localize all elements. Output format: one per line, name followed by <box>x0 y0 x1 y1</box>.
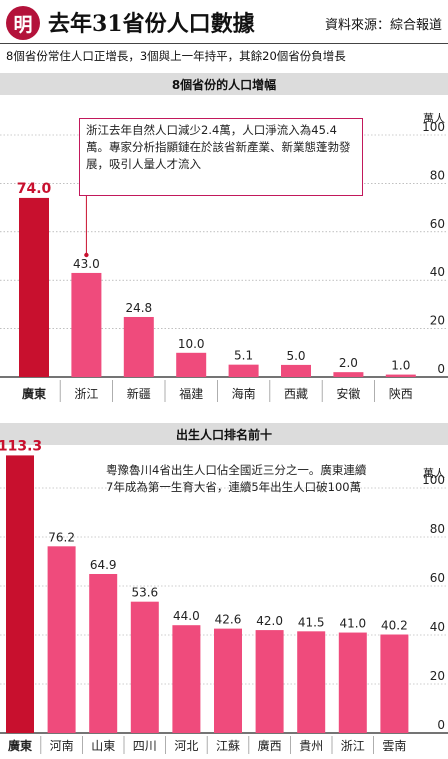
chart2-value-label: 41.0 <box>339 617 366 631</box>
chart2-category-label: 浙江 <box>341 739 365 753</box>
chart1-y-axis-unit: 萬人 <box>423 112 445 125</box>
chart1-y-tick-label: 40 <box>430 265 445 279</box>
chart2-y-tick-label: 60 <box>430 571 445 585</box>
chart1-bar <box>385 374 416 377</box>
chart2-value-label: 113.3 <box>0 438 42 454</box>
chart1-category-label: 海南 <box>232 386 256 401</box>
chart1-bar <box>19 197 49 377</box>
chart1-y-tick-label: 0 <box>437 362 445 376</box>
chart1-value-label: 5.1 <box>234 349 253 363</box>
chart1-y-tick-label: 100 <box>422 120 445 134</box>
chart2-title: 出生人口排名前十 <box>0 423 448 445</box>
chart2-category-label: 河北 <box>174 739 198 753</box>
chart2-bar <box>214 628 242 733</box>
newspaper-logo-icon: 明 <box>6 6 40 40</box>
chart1-y-tick-label: 60 <box>430 217 445 231</box>
chart2-category-label: 雲南 <box>382 738 406 753</box>
chart2-value-label: 76.2 <box>48 530 75 544</box>
chart2-value-label: 64.9 <box>90 558 117 572</box>
chart2-value-label: 41.5 <box>298 615 325 629</box>
chart1-bar <box>176 352 207 377</box>
chart2-y-tick-label: 100 <box>422 473 445 487</box>
chart2-category-label: 貴州 <box>299 739 323 753</box>
chart1-bar <box>71 272 102 377</box>
chart2-category-label: 河南 <box>50 738 74 753</box>
chart1-value-label: 74.0 <box>17 181 52 197</box>
chart1-title: 8個省份的人口增幅 <box>0 73 448 95</box>
chart1-annotation: 浙江去年自然人口減少2.4萬，人口淨流入為45.4萬。專家分析指顯鏈在於該省新產… <box>79 118 363 196</box>
chart2-y-tick-label: 40 <box>430 620 445 634</box>
chart2-bar <box>130 601 159 733</box>
chart1-bar <box>228 364 259 377</box>
chart1-value-label: 10.0 <box>178 337 205 351</box>
chart2-value-label: 42.0 <box>256 614 283 628</box>
chart1-bar <box>333 372 364 377</box>
chart2-bar <box>47 546 76 733</box>
chart2-category-label: 廣西 <box>258 739 282 753</box>
chart2-bar <box>172 625 201 733</box>
chart1-y-tick-label: 80 <box>430 168 445 182</box>
chart1-y-tick-label: 20 <box>430 314 445 328</box>
chart2-value-label: 53.6 <box>131 586 158 600</box>
chart1-value-label: 24.8 <box>125 301 152 315</box>
chart2-bar <box>338 632 367 733</box>
chart1-category-label: 西藏 <box>284 387 308 401</box>
chart2-bar <box>255 630 284 733</box>
chart2-y-tick-label: 20 <box>430 669 445 683</box>
chart2-category-label: 山東 <box>91 739 115 753</box>
chart2-bar <box>89 573 118 733</box>
chart2-category-label: 四川 <box>133 739 157 753</box>
chart1-value-label: 43.0 <box>73 257 100 271</box>
chart2-value-label: 44.0 <box>173 609 200 623</box>
page-title: 去年31省份人口數據 <box>48 11 255 37</box>
chart2-y-tick-label: 0 <box>437 718 445 732</box>
chart2-bar <box>6 455 34 733</box>
chart2-value-label: 40.2 <box>381 619 408 633</box>
chart2-annotation: 粵豫魯川4省出生人口佔全國近三分之一。廣東連續7年成為第一生育大省，連續5年出生… <box>106 463 367 494</box>
chart1-callout-dot <box>84 252 89 258</box>
chart1-category-label: 福建 <box>179 386 203 401</box>
chart2-category-label: 廣東 <box>8 738 32 753</box>
chart1-category-label: 陝西 <box>389 386 413 401</box>
chart1-value-label: 1.0 <box>391 359 410 373</box>
chart1-bar <box>281 364 311 377</box>
chart2-category-label: 江蘇 <box>216 739 240 753</box>
header-divider <box>0 43 448 44</box>
chart2-bar <box>297 631 326 733</box>
chart2-bar <box>380 634 409 733</box>
chart1-category-label: 新疆 <box>127 386 151 401</box>
chart1-category-label: 廣東 <box>22 386 46 401</box>
chart1-value-label: 5.0 <box>286 349 305 363</box>
chart2-y-axis-unit: 萬人 <box>423 467 445 480</box>
chart1-value-label: 2.0 <box>339 356 358 370</box>
chart1-category-label: 安徽 <box>336 386 360 401</box>
page-subtitle: 8個省份常住人口正增長，3個與上一年持平，其餘20個省份負增長 <box>6 49 346 63</box>
header: 明 去年31省份人口數據 資料來源：綜合報道 8個省份常住人口正增長，3個與上一… <box>0 0 448 63</box>
chart2-value-label: 42.6 <box>215 613 242 627</box>
chart1-category-label: 浙江 <box>74 387 98 401</box>
source-note: 資料來源：綜合報道 <box>324 18 442 33</box>
chart2-y-tick-label: 80 <box>430 522 445 536</box>
chart1-bar <box>123 316 154 377</box>
